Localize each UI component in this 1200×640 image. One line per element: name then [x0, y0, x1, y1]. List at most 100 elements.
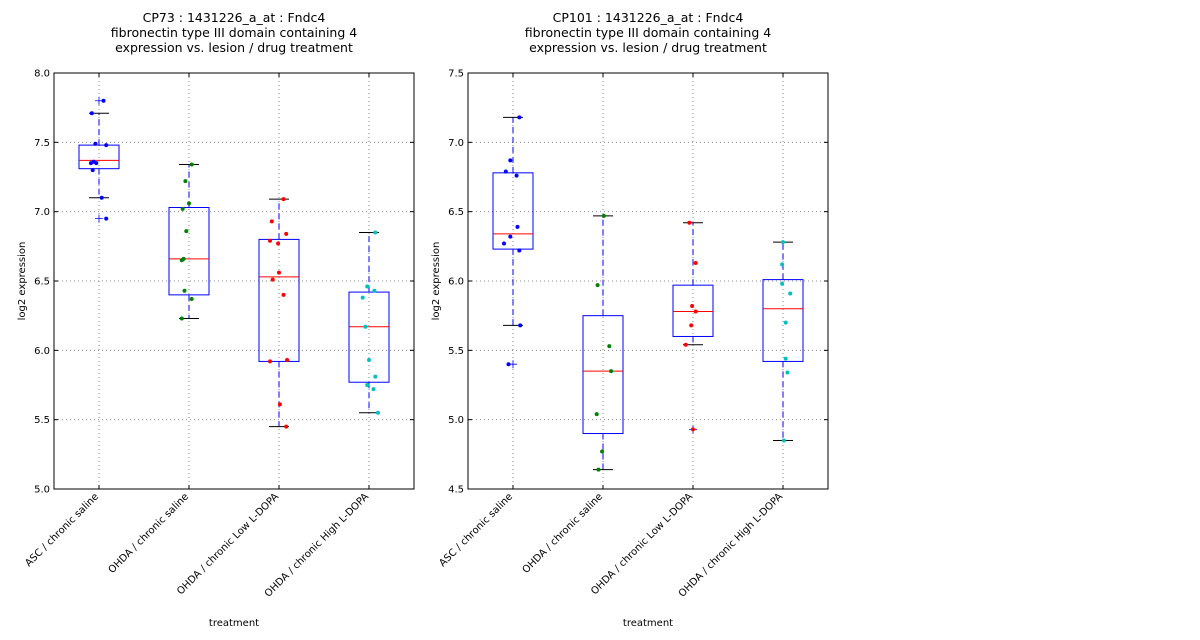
chart-title-line: expression vs. lesion / drug treatment	[115, 40, 353, 55]
data-point	[180, 206, 185, 211]
data-point	[93, 141, 98, 146]
data-point	[607, 344, 612, 349]
data-point	[373, 230, 378, 235]
data-point	[189, 297, 194, 302]
box-group	[348, 231, 390, 414]
data-point	[187, 201, 191, 206]
data-point	[514, 173, 519, 178]
x-axis-label: treatment	[623, 618, 673, 629]
flier-marker	[95, 214, 103, 223]
data-point	[281, 292, 286, 297]
data-point	[601, 213, 606, 218]
data-point	[371, 387, 376, 392]
y-tick-label: 8.0	[34, 69, 50, 80]
data-point	[363, 324, 368, 329]
data-point	[600, 449, 605, 454]
data-point	[689, 323, 694, 328]
data-point	[183, 179, 188, 184]
data-point	[693, 260, 698, 265]
y-tick-label: 6.5	[34, 277, 50, 288]
data-point	[506, 362, 511, 367]
data-point	[508, 158, 513, 163]
data-point	[277, 402, 282, 407]
y-tick-label: 6.5	[448, 207, 464, 218]
data-point	[94, 161, 99, 166]
box-iqr	[78, 144, 120, 170]
x-tick-label: ASC / chronic saline	[23, 491, 101, 569]
data-point	[781, 438, 786, 443]
y-tick-label: 6.0	[448, 277, 464, 288]
chart-title-line: expression vs. lesion / drug treatment	[529, 40, 767, 55]
data-point	[182, 288, 187, 293]
data-point	[90, 168, 95, 173]
data-point	[189, 162, 194, 167]
chart-title-line: fibronectin type III domain containing 4	[525, 25, 771, 40]
data-point	[367, 358, 371, 363]
y-tick-label: 6.0	[34, 346, 50, 357]
data-point	[693, 309, 698, 314]
data-point	[269, 219, 274, 224]
y-tick-label: 5.5	[34, 415, 50, 426]
data-point	[683, 342, 688, 347]
y-axis-label: log2 expression	[431, 242, 442, 321]
x-tick-label: OHDA / chronic High L-DOPA	[677, 491, 785, 599]
data-point	[104, 216, 109, 221]
data-point	[508, 234, 513, 239]
data-point	[502, 241, 506, 246]
box-iqr	[348, 291, 390, 383]
x-tick-label: OHDA / chronic Low L-DOPA	[175, 491, 281, 597]
data-point	[89, 111, 94, 116]
data-point	[691, 427, 695, 432]
box-iqr	[762, 279, 804, 362]
data-point	[104, 143, 109, 148]
data-point	[99, 195, 104, 200]
data-point	[596, 467, 601, 472]
data-point	[594, 412, 599, 417]
data-point	[281, 197, 286, 202]
data-point	[788, 291, 793, 296]
box-iqr	[168, 207, 210, 296]
data-point	[285, 358, 290, 363]
box-group	[582, 215, 624, 471]
y-axis-label: log2 expression	[17, 242, 28, 321]
x-axis-label: treatment	[209, 618, 259, 629]
data-point	[781, 240, 785, 245]
data-point	[517, 115, 522, 120]
chart-title-line: CP73 : 1431226_a_at : Fndc4	[143, 10, 326, 25]
x-tick-label: OHDA / chronic Low L-DOPA	[589, 491, 695, 597]
data-point	[365, 383, 370, 387]
data-point	[595, 283, 600, 288]
box-group	[762, 241, 804, 441]
box-iqr	[672, 284, 714, 337]
y-tick-label: 7.0	[448, 138, 464, 149]
data-point	[179, 316, 184, 321]
data-point	[609, 369, 614, 374]
chart-title-line: CP101 : 1431226_a_at : Fndc4	[553, 10, 744, 25]
data-point	[780, 262, 785, 267]
data-point	[517, 248, 522, 253]
data-point	[360, 295, 365, 300]
data-point	[783, 356, 788, 361]
data-point	[277, 270, 281, 275]
y-tick-label: 7.5	[34, 138, 50, 149]
data-point	[515, 224, 520, 229]
data-point	[780, 281, 785, 286]
data-point	[184, 229, 189, 234]
data-point	[270, 277, 275, 282]
data-point	[284, 424, 289, 429]
data-point	[101, 98, 106, 103]
x-tick-label: OHDA / chronic High L-DOPA	[263, 491, 371, 599]
y-tick-label: 7.5	[448, 69, 464, 80]
data-point	[785, 370, 790, 375]
chart-title-line: fibronectin type III domain containing 4	[111, 25, 357, 40]
data-point	[372, 288, 377, 293]
data-point	[503, 169, 508, 174]
y-tick-label: 7.0	[34, 207, 50, 218]
data-point	[376, 410, 380, 415]
y-tick-label: 5.5	[448, 346, 464, 357]
data-point	[690, 303, 695, 308]
box-group	[672, 222, 714, 434]
data-point	[365, 284, 370, 289]
data-point	[88, 161, 93, 166]
